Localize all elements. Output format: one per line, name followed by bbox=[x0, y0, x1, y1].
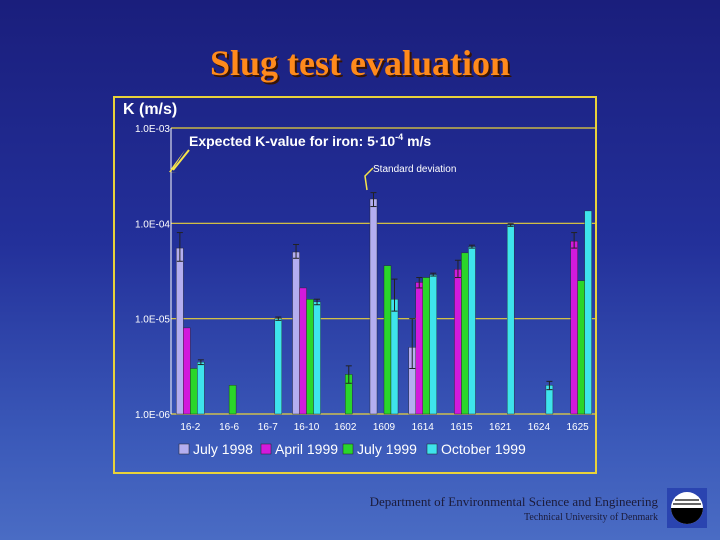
y-tick-label: 1.0E-03 bbox=[135, 124, 170, 135]
chart-frame: 1.0E-06 1.0E-05 1.0E-04 1.0E-03 16-2 16-6 16-7… bbox=[113, 96, 597, 474]
y-tick-label: 1.0E-04 bbox=[135, 219, 170, 230]
legend-swatch bbox=[178, 443, 190, 455]
bar-october-1999-16-2 bbox=[197, 361, 205, 415]
bar-april-1999-1625 bbox=[570, 240, 578, 415]
x-tick-label: 1614 bbox=[412, 422, 435, 433]
x-tick-label: 16-10 bbox=[294, 422, 320, 433]
legend-label: July 1999 bbox=[357, 441, 417, 457]
legend-swatch bbox=[260, 443, 272, 455]
bar-july-1999-1609 bbox=[383, 265, 392, 415]
bar-chart: 1.0E-06 1.0E-05 1.0E-04 1.0E-03 16-2 16-6 16-7… bbox=[123, 101, 597, 457]
stddev-annotation: Standard deviation bbox=[373, 164, 456, 175]
expected-k-arrow-line bbox=[172, 149, 190, 171]
legend-label: October 1999 bbox=[441, 441, 526, 457]
dtu-logo-icon bbox=[667, 488, 707, 528]
slide-title: Slug test evaluation bbox=[209, 43, 511, 83]
x-tick-label: 1602 bbox=[334, 422, 357, 433]
bar-october-1999-1614 bbox=[429, 274, 437, 415]
x-tick-label: 16-7 bbox=[258, 422, 278, 433]
bar-april-1999-1614 bbox=[415, 282, 423, 415]
legend-swatch bbox=[426, 443, 438, 455]
x-tick-label: 1625 bbox=[567, 422, 590, 433]
bar-july-1999-1625 bbox=[577, 280, 585, 415]
expected-k-annotation: Expected K-value for iron: 5·10-4 m/s bbox=[189, 132, 431, 149]
bar-july-1999-16-6 bbox=[228, 385, 237, 415]
x-tick-label: 1615 bbox=[450, 422, 473, 433]
legend: July 1998 April 1999 July 1999 October 1999 bbox=[178, 441, 526, 457]
bar-october-1999-16-10 bbox=[313, 301, 321, 415]
bar-april-1999-16-2 bbox=[183, 327, 191, 415]
bar-july-1999-16-10 bbox=[306, 299, 314, 415]
university-name: Technical University of Denmark bbox=[524, 512, 658, 523]
expected-k-arrow bbox=[169, 150, 185, 173]
bar-october-1999-1615 bbox=[468, 246, 476, 415]
bar-july-1999-1615 bbox=[461, 252, 469, 415]
bar-april-1999-16-10 bbox=[299, 287, 307, 415]
bar-july-1998-16-10 bbox=[292, 251, 300, 415]
y-tick-label: 1.0E-06 bbox=[135, 410, 170, 421]
legend-swatch bbox=[342, 443, 354, 455]
bar-april-1999-1615 bbox=[454, 269, 462, 415]
bar-july-1999-1614 bbox=[422, 277, 430, 415]
y-axis-label: K (m/s) bbox=[123, 101, 177, 118]
bar-july-1998-16-2 bbox=[176, 247, 184, 415]
bar-july-1999-16-2 bbox=[190, 368, 198, 415]
y-tick-label: 1.0E-05 bbox=[135, 315, 170, 326]
department-name: Department of Environmental Science and … bbox=[369, 494, 658, 509]
x-tick-label: 16-6 bbox=[219, 422, 239, 433]
x-tick-label: 1624 bbox=[528, 422, 551, 433]
x-tick-label: 1609 bbox=[373, 422, 396, 433]
stddev-arrow bbox=[364, 167, 374, 191]
bar-october-1999-1625 bbox=[584, 210, 592, 415]
x-tick-label: 16-2 bbox=[180, 422, 200, 433]
legend-label: April 1999 bbox=[275, 441, 338, 457]
legend-label: July 1998 bbox=[193, 441, 253, 457]
bar-october-1999-1609 bbox=[390, 299, 399, 415]
bar-july-1998-1609 bbox=[369, 198, 378, 415]
bar-october-1999-16-7 bbox=[274, 318, 283, 415]
bar-october-1999-1621 bbox=[506, 224, 515, 415]
x-tick-label: 1621 bbox=[489, 422, 512, 433]
